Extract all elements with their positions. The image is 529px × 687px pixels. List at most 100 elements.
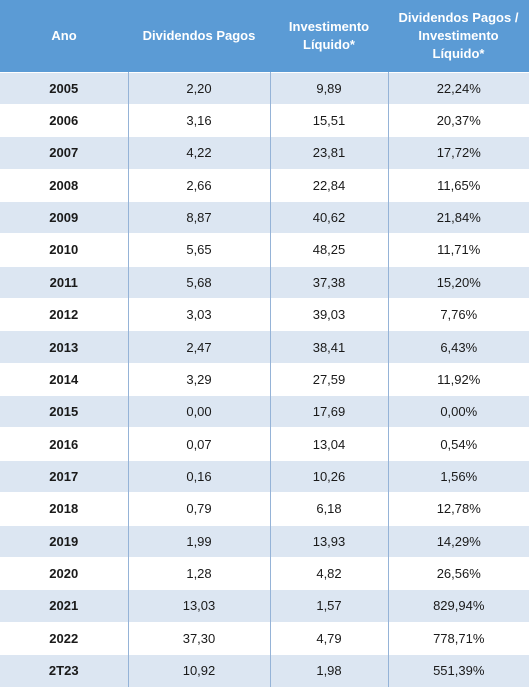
cell-dividendos-pagos: 3,29 bbox=[128, 362, 271, 396]
cell-dividendos-pagos: 13,03 bbox=[128, 589, 271, 623]
table-header: Ano Dividendos Pagos Investimento Líquido* D… bbox=[0, 0, 529, 72]
table-row: 2014 3,29 27,59 11,92% bbox=[0, 362, 529, 396]
cell-ratio: 17,72% bbox=[388, 136, 529, 170]
cell-ratio: 0,00% bbox=[388, 395, 529, 428]
cell-year: 2007 bbox=[0, 136, 129, 170]
table-row: 2021 13,03 1,57 829,94% bbox=[0, 589, 529, 623]
table-row: 2018 0,79 6,18 12,78% bbox=[0, 492, 529, 526]
table-row: 2010 5,65 48,25 11,71% bbox=[0, 233, 529, 267]
cell-ratio: 551,39% bbox=[388, 653, 529, 687]
cell-ratio: 0,54% bbox=[388, 427, 529, 461]
cell-dividendos-pagos: 0,16 bbox=[128, 459, 271, 493]
cell-investimento-liquido: 4,79 bbox=[270, 621, 389, 655]
header-ano: Ano bbox=[0, 0, 128, 72]
cell-investimento-liquido: 4,82 bbox=[270, 556, 389, 590]
cell-dividendos-pagos: 2,20 bbox=[128, 71, 271, 105]
cell-year: 2012 bbox=[0, 298, 129, 331]
cell-investimento-liquido: 6,18 bbox=[270, 492, 389, 526]
header-investimento-liquido: Investimento Líquido* bbox=[270, 0, 388, 72]
cell-year: 2019 bbox=[0, 524, 129, 558]
cell-investimento-liquido: 37,38 bbox=[270, 265, 389, 299]
cell-investimento-liquido: 48,25 bbox=[270, 233, 389, 267]
table-row: 2015 0,00 17,69 0,00% bbox=[0, 395, 529, 428]
cell-ratio: 778,71% bbox=[388, 621, 529, 655]
cell-dividendos-pagos: 4,22 bbox=[128, 136, 271, 170]
cell-dividendos-pagos: 2,66 bbox=[128, 168, 271, 202]
table-body: 2005 2,20 9,89 22,24% 2006 3,16 15,51 20,37% 200… bbox=[0, 71, 529, 687]
cell-dividendos-pagos: 0,00 bbox=[128, 395, 271, 428]
cell-investimento-liquido: 15,51 bbox=[270, 103, 389, 137]
cell-dividendos-pagos: 3,16 bbox=[128, 103, 271, 137]
cell-dividendos-pagos: 1,99 bbox=[128, 524, 271, 558]
cell-year: 2006 bbox=[0, 103, 129, 137]
table-row: 2008 2,66 22,84 11,65% bbox=[0, 168, 529, 202]
cell-dividendos-pagos: 3,03 bbox=[128, 298, 271, 331]
table-row: 2012 3,03 39,03 7,76% bbox=[0, 298, 529, 331]
cell-investimento-liquido: 40,62 bbox=[270, 200, 389, 234]
cell-dividendos-pagos: 5,68 bbox=[128, 265, 271, 299]
cell-investimento-liquido: 22,84 bbox=[270, 168, 389, 202]
cell-dividendos-pagos: 8,87 bbox=[128, 200, 271, 234]
table-row: 2017 0,16 10,26 1,56% bbox=[0, 459, 529, 493]
header-label-line: Dividendos Pagos bbox=[142, 27, 256, 43]
cell-investimento-liquido: 1,57 bbox=[270, 589, 389, 623]
header-dividendos-investimento-ratio: Dividendos Pagos / Investimento Líquido* bbox=[388, 0, 529, 72]
cell-ratio: 22,24% bbox=[388, 71, 529, 105]
cell-ratio: 829,94% bbox=[388, 589, 529, 623]
cell-year: 2014 bbox=[0, 362, 129, 396]
header-label-line: Dividendos Pagos / bbox=[398, 9, 519, 25]
cell-investimento-liquido: 17,69 bbox=[270, 395, 389, 428]
header-label-line: Líquido* bbox=[303, 36, 355, 52]
cell-year: 2021 bbox=[0, 589, 129, 623]
cell-dividendos-pagos: 0,79 bbox=[128, 492, 271, 526]
cell-ratio: 12,78% bbox=[388, 492, 529, 526]
cell-investimento-liquido: 38,41 bbox=[270, 330, 389, 364]
table-row: 2009 8,87 40,62 21,84% bbox=[0, 200, 529, 234]
cell-dividendos-pagos: 2,47 bbox=[128, 330, 271, 364]
table-row: 2011 5,68 37,38 15,20% bbox=[0, 265, 529, 299]
cell-ratio: 15,20% bbox=[388, 265, 529, 299]
header-label-line: Investimento bbox=[418, 27, 499, 43]
cell-investimento-liquido: 27,59 bbox=[270, 362, 389, 396]
cell-investimento-liquido: 13,93 bbox=[270, 524, 389, 558]
header-label-line: Ano bbox=[51, 27, 77, 43]
header-label-line: Líquido* bbox=[432, 45, 485, 61]
table-row: 2022 37,30 4,79 778,71% bbox=[0, 621, 529, 655]
cell-investimento-liquido: 9,89 bbox=[270, 71, 389, 105]
cell-ratio: 6,43% bbox=[388, 330, 529, 364]
cell-year: 2011 bbox=[0, 265, 129, 299]
cell-investimento-liquido: 1,98 bbox=[270, 653, 389, 687]
table-row: 2013 2,47 38,41 6,43% bbox=[0, 330, 529, 364]
table-row: 2020 1,28 4,82 26,56% bbox=[0, 556, 529, 590]
cell-investimento-liquido: 39,03 bbox=[270, 298, 389, 331]
cell-year: 2013 bbox=[0, 330, 129, 364]
cell-year: 2T23 bbox=[0, 653, 129, 687]
header-dividendos-pagos: Dividendos Pagos bbox=[128, 0, 270, 72]
cell-dividendos-pagos: 1,28 bbox=[128, 556, 271, 590]
cell-ratio: 7,76% bbox=[388, 298, 529, 331]
cell-year: 2015 bbox=[0, 395, 129, 428]
cell-ratio: 20,37% bbox=[388, 103, 529, 137]
cell-year: 2016 bbox=[0, 427, 129, 461]
cell-year: 2005 bbox=[0, 71, 129, 105]
header-row: Ano Dividendos Pagos Investimento Líquido* D… bbox=[0, 0, 529, 72]
table-row: 2016 0,07 13,04 0,54% bbox=[0, 427, 529, 461]
cell-investimento-liquido: 13,04 bbox=[270, 427, 389, 461]
cell-ratio: 11,65% bbox=[388, 168, 529, 202]
cell-year: 2020 bbox=[0, 556, 129, 590]
cell-year: 2018 bbox=[0, 492, 129, 526]
cell-ratio: 14,29% bbox=[388, 524, 529, 558]
table-row: 2T23 10,92 1,98 551,39% bbox=[0, 653, 529, 687]
cell-year: 2017 bbox=[0, 459, 129, 493]
cell-ratio: 26,56% bbox=[388, 556, 529, 590]
cell-dividendos-pagos: 10,92 bbox=[128, 653, 271, 687]
cell-dividendos-pagos: 0,07 bbox=[128, 427, 271, 461]
cell-investimento-liquido: 10,26 bbox=[270, 459, 389, 493]
table-row: 2007 4,22 23,81 17,72% bbox=[0, 136, 529, 170]
table-row: 2005 2,20 9,89 22,24% bbox=[0, 71, 529, 105]
header-label-line: Investimento bbox=[288, 18, 370, 34]
cell-year: 2010 bbox=[0, 233, 129, 267]
cell-ratio: 21,84% bbox=[388, 200, 529, 234]
cell-year: 2022 bbox=[0, 621, 129, 655]
